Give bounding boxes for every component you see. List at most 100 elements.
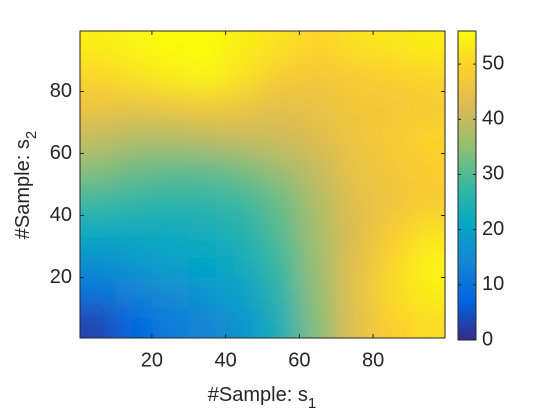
heat-cell [262, 31, 300, 61]
heat-cell [262, 184, 300, 217]
heat-cell [115, 122, 153, 154]
heat-cell [115, 60, 153, 92]
colorbar-tick-label: 30 [482, 163, 504, 185]
heat-cell [409, 184, 445, 217]
colorbar-tick-label: 10 [482, 273, 504, 295]
y-label-text: #Sample: s [12, 139, 34, 239]
heat-cell [299, 215, 337, 248]
x-tick-label: 20 [141, 349, 163, 371]
heat-cell [115, 308, 153, 338]
colorbar-tick-label: 20 [482, 218, 504, 240]
heat-cell [151, 277, 190, 310]
x-axis-label: #Sample: s1 [208, 384, 316, 412]
heat-cell [373, 308, 411, 338]
heat-cell [225, 122, 263, 154]
heat-cell [262, 153, 300, 185]
heat-cell [336, 215, 374, 248]
colorbar [458, 31, 476, 340]
heat-cell [188, 246, 227, 279]
heat-cell [299, 60, 337, 92]
heat-cell [409, 277, 445, 310]
heat-cell [336, 60, 374, 92]
heat-cell [336, 31, 374, 61]
y-tick-label: 40 [50, 204, 72, 226]
y-tick-label: 60 [50, 142, 72, 164]
heat-cell [188, 184, 227, 217]
heat-cell [336, 246, 374, 279]
heat-cell [225, 308, 263, 338]
heat-cell [115, 184, 153, 217]
heat-cell [188, 91, 227, 123]
heat-cell [262, 122, 300, 154]
heat-cell [262, 91, 300, 123]
y-axis-label: #Sample: s2 [12, 131, 40, 239]
heat-cell [80, 215, 116, 248]
colorbar-tick-label: 0 [482, 328, 493, 350]
heat-cell [336, 122, 374, 154]
heat-cell [188, 153, 227, 185]
colorbar-frame [457, 30, 477, 341]
heat-cell [373, 277, 411, 310]
heat-cell [299, 91, 337, 123]
heat-cell [409, 31, 445, 61]
heat-cell [336, 153, 374, 185]
heat-cell [151, 215, 190, 248]
heat-cell [299, 153, 337, 185]
plot-frame [79, 30, 446, 339]
heat-cell [409, 91, 445, 123]
heat-cell [336, 308, 374, 338]
heat-cell [225, 91, 263, 123]
heat-cell [151, 246, 190, 279]
y-tick-label: 80 [50, 80, 72, 102]
heat-cell [188, 31, 227, 61]
heat-cell [115, 153, 153, 185]
heat-cell [80, 308, 116, 338]
x-tick-label: 60 [288, 349, 310, 371]
heat-cell [80, 91, 116, 123]
heatmap [80, 31, 445, 338]
heat-cell [373, 60, 411, 92]
heat-cell [80, 184, 116, 217]
heat-cell [373, 184, 411, 217]
heat-cell [80, 246, 116, 279]
heat-cell [225, 184, 263, 217]
heat-cell [409, 122, 445, 154]
heat-cell [299, 277, 337, 310]
colorbar-tick-label: 40 [482, 108, 504, 130]
heat-cell [80, 122, 116, 154]
heat-cell [80, 277, 116, 310]
heat-cell [336, 277, 374, 310]
heat-cell [262, 60, 300, 92]
heat-cell [188, 308, 227, 338]
heat-cell [188, 122, 227, 154]
heat-cell [188, 215, 227, 248]
heat-cell [225, 215, 263, 248]
heat-cell [336, 184, 374, 217]
heat-cell [225, 60, 263, 92]
heat-cell [299, 122, 337, 154]
heat-cell [299, 184, 337, 217]
heat-cell [373, 31, 411, 61]
heat-cell [409, 246, 445, 279]
heat-cell [115, 31, 153, 61]
heat-cell [151, 60, 190, 92]
heat-cell [151, 184, 190, 217]
heat-cell [299, 246, 337, 279]
heat-cell [336, 91, 374, 123]
heat-cell [373, 91, 411, 123]
heat-cell [262, 277, 300, 310]
heat-cell [409, 215, 445, 248]
colorbar-tick-label: 50 [482, 52, 504, 74]
heat-cell [409, 308, 445, 338]
y-tick-label: 20 [50, 266, 72, 288]
heat-cell [151, 153, 190, 185]
heat-cell [115, 277, 153, 310]
heat-cell [115, 91, 153, 123]
heat-cell [299, 31, 337, 61]
heat-cell [373, 246, 411, 279]
heat-cell [225, 246, 263, 279]
heat-cell [151, 91, 190, 123]
heat-cell [373, 122, 411, 154]
heat-cell [225, 153, 263, 185]
